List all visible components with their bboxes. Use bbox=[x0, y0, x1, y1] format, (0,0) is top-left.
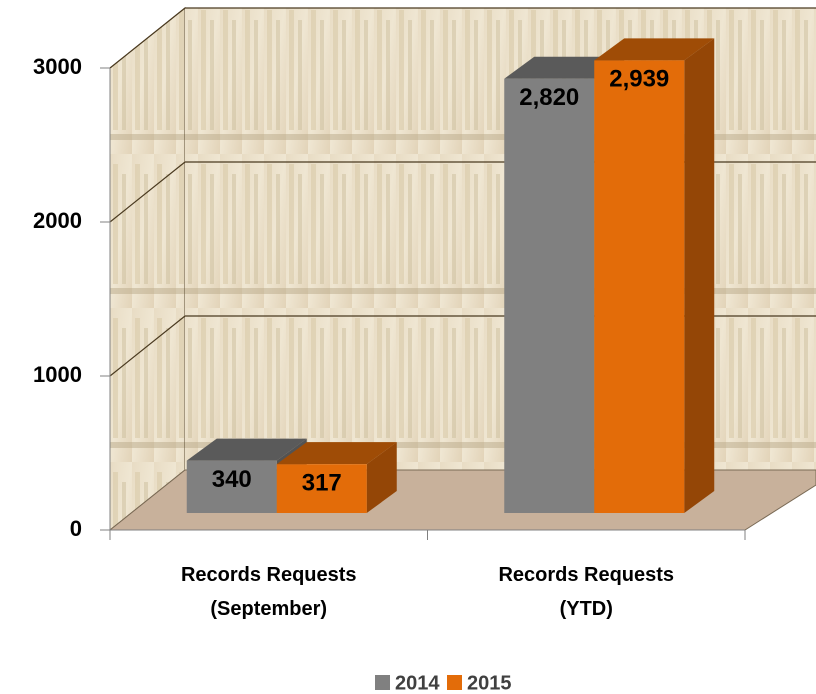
legend-swatch bbox=[447, 675, 462, 690]
y-tick-label: 1000 bbox=[33, 362, 82, 387]
side-wall bbox=[110, 8, 185, 530]
x-tick-label: Records Requests (YTD) bbox=[476, 558, 696, 626]
value-label: 2,820 bbox=[519, 84, 579, 111]
legend-swatch bbox=[375, 675, 390, 690]
bar bbox=[594, 60, 684, 513]
back-wall bbox=[185, 8, 816, 470]
legend-label: 2015 bbox=[467, 672, 512, 694]
legend-label: 2014 bbox=[395, 672, 440, 694]
value-label: 2,939 bbox=[609, 66, 669, 93]
y-tick-label: 0 bbox=[70, 516, 82, 541]
bar-side bbox=[684, 38, 714, 513]
value-label: 340 bbox=[212, 466, 252, 493]
x-tick-label: Records Requests (September) bbox=[159, 558, 379, 626]
page: {"chart_data": {"type": "bar3d", "catego… bbox=[0, 0, 816, 694]
bar bbox=[504, 79, 594, 513]
value-label: 317 bbox=[302, 470, 342, 497]
y-tick-label: 3000 bbox=[33, 54, 82, 79]
y-tick-label: 2000 bbox=[33, 208, 82, 233]
